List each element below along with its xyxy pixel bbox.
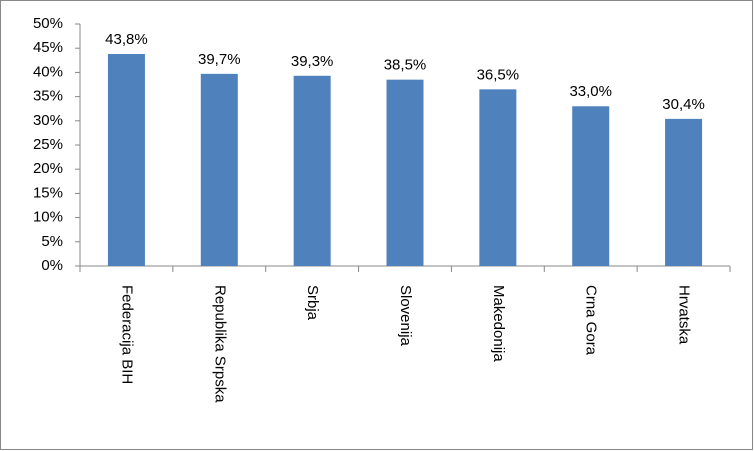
y-tick-label: 50% bbox=[33, 15, 63, 32]
x-tick-label: Srbja bbox=[304, 285, 321, 321]
y-tick-label: 0% bbox=[41, 257, 63, 274]
y-tick-label: 5% bbox=[41, 233, 63, 250]
x-tick-label: Hrvatska bbox=[676, 285, 693, 345]
value-label: 33,0% bbox=[569, 83, 612, 100]
x-tick-label: Slovenija bbox=[397, 285, 414, 347]
value-label: 39,3% bbox=[291, 53, 334, 70]
value-label: 36,5% bbox=[477, 66, 520, 83]
y-tick-label: 35% bbox=[33, 88, 63, 105]
value-label: 30,4% bbox=[662, 96, 705, 113]
x-tick-label: Federacija BIH bbox=[118, 285, 135, 384]
value-label: 39,7% bbox=[198, 51, 241, 68]
x-tick-label: Crna Gora bbox=[583, 285, 600, 356]
bar bbox=[386, 79, 424, 266]
y-tick-label: 25% bbox=[33, 136, 63, 153]
x-tick-label: Makedonija bbox=[490, 285, 507, 362]
bar bbox=[200, 73, 238, 267]
y-tick-label: 15% bbox=[33, 184, 63, 201]
value-label: 38,5% bbox=[384, 57, 427, 74]
y-tick-label: 30% bbox=[33, 112, 63, 129]
bar bbox=[107, 54, 145, 267]
bar bbox=[665, 118, 703, 266]
value-label: 43,8% bbox=[105, 31, 148, 48]
y-tick-label: 10% bbox=[33, 209, 63, 226]
bar bbox=[572, 106, 610, 266]
bar bbox=[479, 89, 517, 266]
bar bbox=[293, 75, 331, 267]
x-tick-label: Republika Srpska bbox=[211, 285, 228, 403]
y-tick-label: 45% bbox=[33, 39, 63, 56]
y-tick-label: 40% bbox=[33, 63, 63, 80]
y-tick-label: 20% bbox=[33, 160, 63, 177]
